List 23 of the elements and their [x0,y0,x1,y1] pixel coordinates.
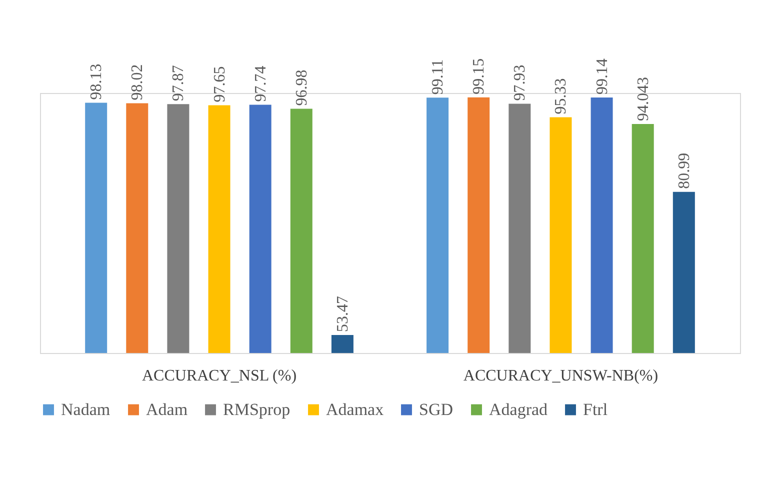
x-tick-label: ACCURACY_UNSW-NB(%) [463,368,658,384]
legend-label: RMSprop [223,400,290,419]
legend-label: SGD [419,400,454,419]
data-label: 98.13 [88,64,106,100]
data-label: 53.47 [334,296,352,332]
data-label: 95.33 [552,78,570,114]
data-label: 94.043 [634,76,652,121]
x-tick-label: ACCURACY_NSL (%) [142,368,297,384]
data-label: 97.93 [512,64,529,101]
data-label: 80.99 [676,152,693,189]
data-label: 97.74 [252,66,270,102]
data-label: 97.87 [170,65,188,102]
legend-label: Adamax [326,400,384,419]
data-label: 98.02 [129,64,146,100]
legend-label: Ftrl [583,400,608,419]
data-label: 99.15 [470,58,488,94]
data-label: 97.65 [211,66,228,102]
legend-label: Adam [146,400,188,419]
legend-label: Nadam [61,400,110,419]
data-label: 99.14 [594,58,611,94]
legend-label: Adagrad [489,400,548,419]
data-label: 99.11 [430,59,447,95]
data-label: 96.98 [293,70,310,106]
